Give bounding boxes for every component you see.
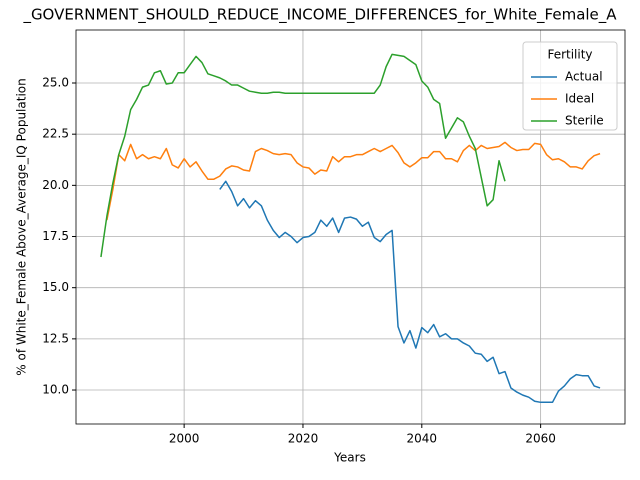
legend-title: Fertility xyxy=(547,48,592,62)
legend-label: Ideal xyxy=(565,92,594,106)
y-tick-label: 25.0 xyxy=(42,76,69,90)
x-tick-label: 2040 xyxy=(407,432,438,446)
y-tick-label: 22.5 xyxy=(42,127,69,141)
y-tick-label: 15.0 xyxy=(42,280,69,294)
y-tick-label: 12.5 xyxy=(42,331,69,345)
x-tick-label: 2060 xyxy=(525,432,556,446)
legend-label: Sterile xyxy=(565,114,604,128)
x-tick-label: 2020 xyxy=(288,432,319,446)
plot-frame xyxy=(75,29,626,425)
series-line xyxy=(219,180,601,404)
y-tick-label: 10.0 xyxy=(42,383,69,397)
x-axis-label: Years xyxy=(333,451,366,465)
series-line xyxy=(100,53,506,258)
legend-box xyxy=(522,41,618,131)
y-axis-label: % of White_Female Above_Average_IQ Popul… xyxy=(15,78,29,375)
series-line xyxy=(106,141,601,221)
x-tick-label: 2000 xyxy=(169,432,200,446)
y-tick-label: 17.5 xyxy=(42,229,69,243)
y-tick-label: 20.0 xyxy=(42,178,69,192)
chart-title: _GOVERNMENT_SHOULD_REDUCE_INCOME_DIFFERE… xyxy=(22,6,617,25)
legend-label: Actual xyxy=(565,70,603,84)
